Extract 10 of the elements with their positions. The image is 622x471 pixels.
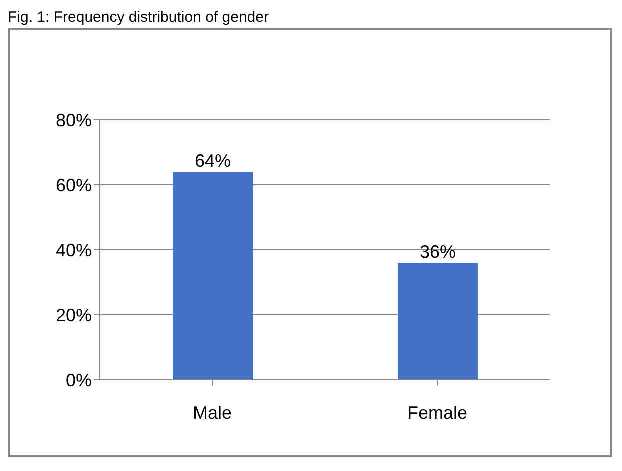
y-tick-label: 0%	[66, 370, 92, 390]
y-tick-label: 80%	[56, 110, 92, 130]
x-tick-label: Female	[407, 402, 468, 423]
y-tick-label: 20%	[56, 305, 92, 326]
y-tick-label: 60%	[56, 175, 92, 196]
chart-title: Fig. 1: Frequency distribution of gender	[8, 8, 270, 28]
data-label: 64%	[194, 151, 232, 171]
x-tick-label: Male	[192, 402, 232, 423]
data-label: 36%	[420, 242, 456, 262]
y-tick-label: 40%	[56, 240, 92, 260]
